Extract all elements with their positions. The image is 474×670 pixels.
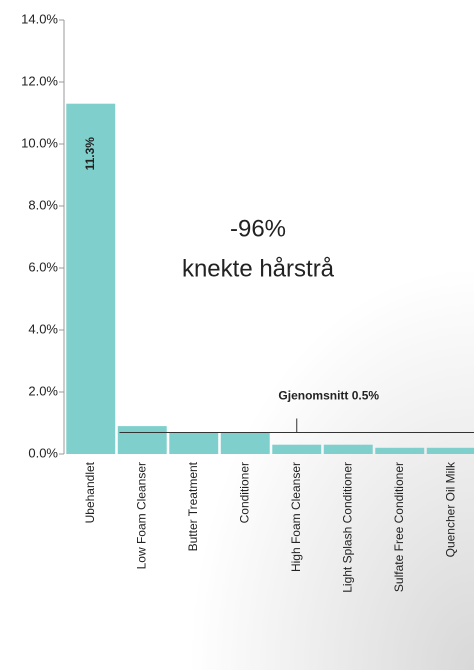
x-tick-label: Sulfate Free Conditioner xyxy=(392,462,406,592)
bar xyxy=(375,448,424,454)
average-label: Gjenomsnitt 0.5% xyxy=(278,389,379,403)
y-tick-label: 4.0% xyxy=(28,321,58,336)
x-tick-label: Ubehandlet xyxy=(83,461,97,523)
x-tick-label: Low Foam Cleanser xyxy=(134,462,148,569)
chart: -96% knekte hårstrå 0.0% 2.0% 4.0% 6.0% 8.0%… xyxy=(0,0,474,670)
bar xyxy=(118,426,167,454)
y-tick-label: 14.0% xyxy=(21,11,58,26)
annotation: -96% xyxy=(230,215,286,242)
bar xyxy=(427,448,474,454)
x-tick-label: High Foam Cleanser xyxy=(289,462,303,572)
bar xyxy=(169,432,218,454)
value-label: 11.3% xyxy=(83,137,97,171)
annotation: knekte hårstrå xyxy=(182,255,335,282)
bar xyxy=(221,432,270,454)
y-tick-label: 6.0% xyxy=(28,259,58,274)
y-tick-label: 2.0% xyxy=(28,383,58,398)
y-tick-label: 8.0% xyxy=(28,197,58,212)
bar xyxy=(272,445,321,454)
x-tick-label: Conditioner xyxy=(237,462,251,523)
x-tick-label: Butter Treatment xyxy=(186,461,200,551)
x-tick-label: Quencher Oil Milk xyxy=(443,461,457,557)
bar xyxy=(324,445,373,454)
y-tick-label: 10.0% xyxy=(21,135,58,150)
x-tick-label: Light Splash Conditioner xyxy=(340,462,354,593)
y-tick-label: 0.0% xyxy=(28,445,58,460)
y-tick-label: 12.0% xyxy=(21,73,58,88)
